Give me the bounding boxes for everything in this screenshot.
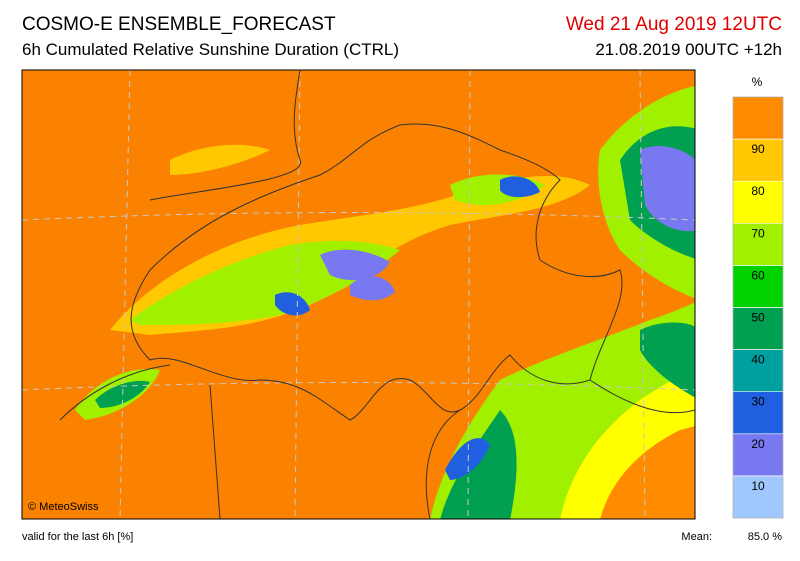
legend-tick-label: 10	[751, 479, 765, 493]
legend-tick-label: 50	[751, 311, 765, 325]
legend-swatch	[732, 349, 784, 392]
map: © MeteoSwiss	[21, 69, 696, 520]
legend-swatch	[732, 391, 784, 435]
legend-unit: %	[752, 75, 763, 89]
legend-swatch	[732, 180, 784, 224]
legend-tick-label: 20	[751, 437, 765, 451]
legend-swatch	[732, 307, 784, 350]
legend-tick-label: 80	[751, 184, 765, 198]
map-frame	[21, 69, 696, 520]
legend-tick-label: 30	[751, 395, 765, 409]
mean-label: Mean:	[681, 531, 712, 543]
graticule	[22, 70, 695, 519]
legend-swatch	[732, 433, 784, 477]
run-time: 21.08.2019 00UTC +12h	[595, 40, 782, 59]
credit: © MeteoSwiss	[28, 501, 99, 513]
legend-tick-label: 90	[751, 142, 765, 156]
map-fields	[75, 86, 695, 519]
subtitle: 6h Cumulated Relative Sunshine Duration …	[22, 40, 399, 59]
legend-tick-label: 70	[751, 226, 765, 240]
legend-swatch	[732, 265, 784, 308]
mean-value: 85.0 %	[748, 531, 782, 543]
legend-tick-label: 60	[751, 268, 765, 282]
legend-swatch	[732, 138, 784, 182]
title: COSMO-E ENSEMBLE_FORECAST	[22, 14, 336, 35]
valid-time: Wed 21 Aug 2019 12UTC	[566, 14, 782, 35]
legend-swatch	[732, 96, 784, 140]
legend: % 10 20 30 40 50 60 70 80 90	[732, 75, 784, 519]
footer-note: valid for the last 6h [%]	[22, 531, 133, 543]
legend-tick-label: 40	[751, 353, 765, 367]
borders	[59, 70, 695, 519]
